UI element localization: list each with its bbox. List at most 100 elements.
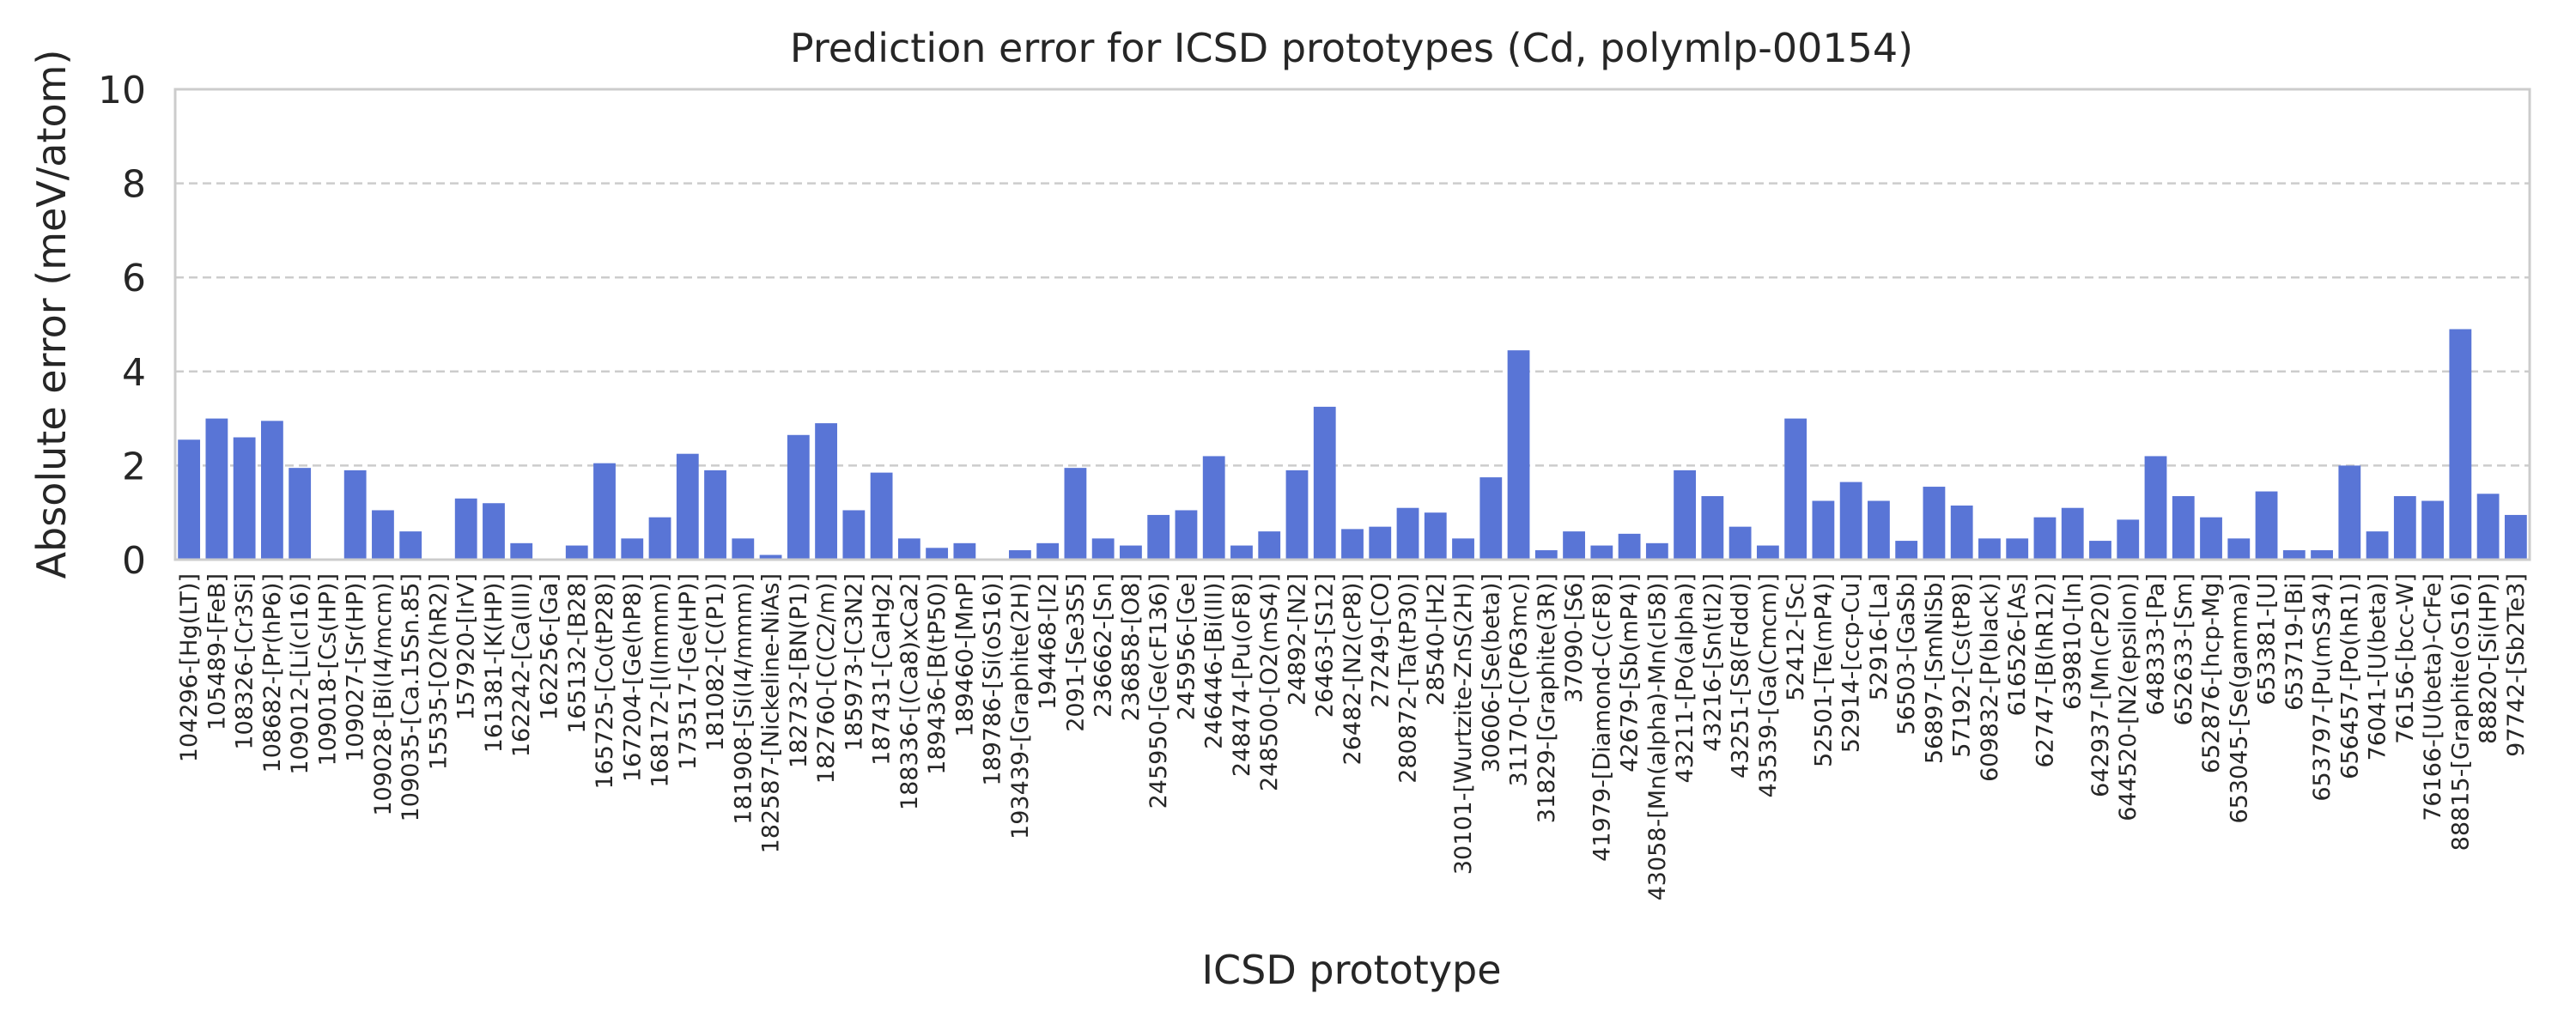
bar bbox=[2033, 517, 2057, 560]
x-tick-label: 648333-[Pa] bbox=[2143, 573, 2170, 716]
bar bbox=[787, 434, 810, 560]
bars bbox=[178, 329, 2527, 560]
x-tick-label: 31829-[Graphite(3R)] bbox=[1534, 573, 1560, 823]
x-tick-label: 56503-[GaSb] bbox=[1893, 573, 1920, 735]
x-tick-label: 15535-[O2(hR2)] bbox=[425, 573, 452, 770]
bar bbox=[1868, 500, 1890, 560]
y-gridlines bbox=[175, 182, 2530, 467]
bar bbox=[842, 510, 866, 560]
bar bbox=[621, 538, 644, 560]
x-tick-label: 652633-[Sm] bbox=[2171, 573, 2197, 725]
bar bbox=[289, 468, 312, 560]
bar bbox=[926, 548, 949, 560]
x-tick-label: 189786-[Si(oS16)] bbox=[980, 573, 1006, 786]
x-tick-label: 656457-[Po(hR1)] bbox=[2336, 573, 2363, 779]
x-tick-label: 109028-[Bi(I4/mcm)] bbox=[370, 573, 397, 816]
bar bbox=[1452, 538, 1474, 560]
bar bbox=[372, 510, 394, 560]
x-tick-label: 165725-[Co(tP28)] bbox=[592, 573, 618, 790]
x-tick-label: 42679-[Sb(mP4)] bbox=[1617, 573, 1643, 772]
bar bbox=[1008, 550, 1031, 560]
bar bbox=[704, 470, 726, 560]
x-tick-label: 31170-[C(P63mc)] bbox=[1506, 573, 1533, 786]
y-tick-label: 6 bbox=[122, 257, 146, 300]
bar bbox=[1175, 510, 1198, 560]
bar bbox=[815, 423, 837, 560]
x-tick-label: 43211-[Po(alpha)] bbox=[1672, 573, 1698, 783]
x-tick-label: 248474-[Pu(oF8)] bbox=[1229, 573, 1255, 777]
bar bbox=[1923, 487, 1946, 560]
bar bbox=[1341, 529, 1364, 560]
x-tick-label: 189460-[MnP] bbox=[951, 573, 978, 737]
bar bbox=[2393, 496, 2416, 560]
bar bbox=[1230, 545, 1253, 560]
x-tick-label: 109035-[Ca.15Sn.85] bbox=[398, 573, 424, 821]
x-tick-label: 105489-[FeB] bbox=[204, 573, 230, 730]
bar bbox=[1091, 538, 1115, 560]
x-tick-label: 653719-[Bi] bbox=[2281, 573, 2308, 711]
x-tick-label: 76156-[bcc-W] bbox=[2392, 573, 2419, 744]
bar bbox=[732, 538, 755, 560]
x-tick-label: 181082-[C(P1)] bbox=[702, 573, 729, 751]
x-tick-label: 43539-[Ga(Cmcm)] bbox=[1755, 573, 1782, 798]
bar bbox=[2006, 538, 2029, 560]
bar bbox=[2338, 465, 2361, 560]
bar bbox=[1036, 542, 1060, 560]
x-tick-label: 43058-[Mn(alpha)-Mn(cI58)] bbox=[1644, 573, 1671, 900]
y-tick-label: 4 bbox=[122, 351, 146, 395]
x-tick-label: 109012-[Li(cI16)] bbox=[287, 573, 313, 775]
x-tick-label: 88820-[Si(HP)] bbox=[2476, 573, 2502, 744]
x-tick-label: 52914-[ccp-Cu] bbox=[1838, 573, 1865, 753]
x-tick-label: 76166-[U(beta)-CrFe] bbox=[2420, 573, 2446, 821]
bar bbox=[2200, 517, 2222, 560]
bar bbox=[205, 418, 228, 560]
bar bbox=[2366, 531, 2389, 560]
x-tick-label: 181908-[Si(I4/mmm)] bbox=[730, 573, 756, 825]
bar bbox=[1728, 526, 1752, 560]
bar bbox=[1369, 526, 1392, 560]
bar bbox=[1258, 531, 1281, 560]
bar bbox=[1285, 470, 1309, 560]
x-tick-label: 57192-[Cs(tP8)] bbox=[1949, 573, 1976, 758]
y-tick-labels: 0 2 4 6 8 10 bbox=[98, 69, 146, 583]
x-tick-label: 639810-[In] bbox=[2060, 573, 2087, 710]
y-tick-label: 10 bbox=[98, 69, 146, 112]
x-tick-label: 173517-[Ge(HP)] bbox=[675, 573, 702, 770]
x-tick-label: 109027-[Sr(HP)] bbox=[343, 573, 369, 762]
x-tick-label: 246446-[Bi(III)] bbox=[1201, 573, 1228, 749]
x-tick-label: 97742-[Sb2Te3] bbox=[2503, 573, 2530, 757]
x-tick-label: 616526-[As] bbox=[2004, 573, 2031, 716]
x-tick-label: 162256-[Ga] bbox=[536, 573, 562, 720]
bar bbox=[1202, 456, 1225, 560]
x-tick-label: 24892-[N2] bbox=[1284, 573, 1310, 706]
plot-frame bbox=[173, 88, 2531, 561]
x-tick-label: 280872-[Ta(tP30)] bbox=[1395, 573, 1422, 784]
bar bbox=[2255, 491, 2278, 560]
x-tick-label: 76041-[U(beta)] bbox=[2365, 573, 2391, 760]
bar bbox=[1563, 531, 1585, 560]
bar bbox=[870, 472, 893, 560]
x-tick-label: 642937-[Mn(cP20)] bbox=[2087, 573, 2114, 797]
bar bbox=[648, 517, 671, 560]
x-tick-label: 193439-[Graphite(2H)] bbox=[1007, 573, 1034, 839]
bar bbox=[1507, 350, 1530, 560]
bar bbox=[1674, 470, 1697, 560]
x-tick-label: 56897-[SmNiSb] bbox=[1921, 573, 1947, 764]
x-tick-label: 236662-[Sn] bbox=[1091, 573, 1117, 718]
bar bbox=[1313, 406, 1336, 560]
x-tick-label: 26482-[N2(cP8)] bbox=[1340, 573, 1366, 765]
x-tick-label: 165132-[B28] bbox=[564, 573, 591, 734]
x-tick-labels: 104296-[Hg(LT)] 105489-[FeB] 108326-[Cr3Si… bbox=[176, 573, 2530, 900]
x-tick-label: 104296-[Hg(LT)] bbox=[176, 573, 203, 762]
x-tick-label: 182732-[BN(P1)] bbox=[786, 573, 812, 768]
bar bbox=[178, 439, 201, 560]
x-tick-label: 245950-[Ge(cF136)] bbox=[1145, 573, 1172, 809]
y-tick-label: 2 bbox=[122, 445, 146, 488]
x-tick-label: 27249-[CO] bbox=[1367, 573, 1394, 708]
bar bbox=[2504, 514, 2527, 560]
bar bbox=[2421, 500, 2444, 560]
bar bbox=[1645, 542, 1668, 560]
bar bbox=[1590, 545, 1613, 560]
bar bbox=[2227, 538, 2251, 560]
bar bbox=[2282, 550, 2306, 560]
